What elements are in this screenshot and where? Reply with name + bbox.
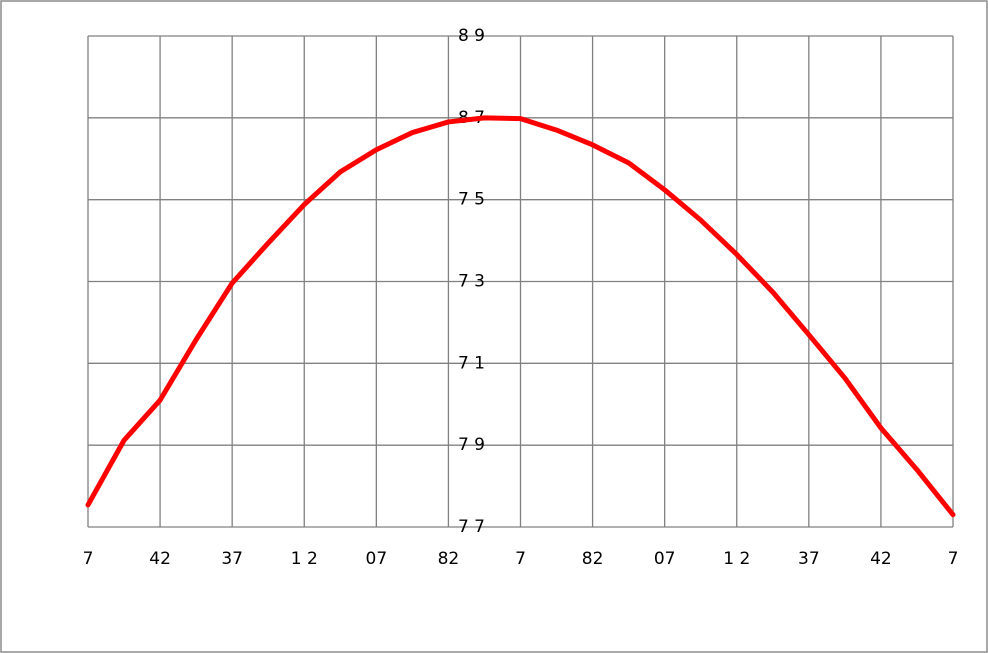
x-tick-label: 42 [149, 549, 171, 569]
x-tick-label: 07 [366, 549, 388, 569]
x-tick-label: 37 [798, 549, 820, 569]
x-tick-label: 1 2 [723, 549, 750, 569]
y-tick-label: 7 7 [458, 517, 485, 537]
x-tick-label: 7 [948, 549, 959, 569]
data-line [85, 115, 956, 518]
x-tick-label: 7 [83, 549, 94, 569]
y-tick-label: 7 3 [458, 272, 485, 292]
x-tick-label: 82 [438, 549, 460, 569]
y-tick-label: 8 9 [458, 26, 485, 46]
x-tick-label: 42 [870, 549, 892, 569]
y-tick-label: 7 1 [458, 353, 485, 373]
x-tick-label: 37 [221, 549, 243, 569]
x-tick-label: 07 [654, 549, 676, 569]
y-tick-label: 7 9 [458, 435, 485, 455]
x-tick-label: 7 [515, 549, 526, 569]
y-tick-label: 7 5 [458, 190, 485, 210]
x-tick-label: 1 2 [291, 549, 318, 569]
x-tick-label: 82 [582, 549, 604, 569]
